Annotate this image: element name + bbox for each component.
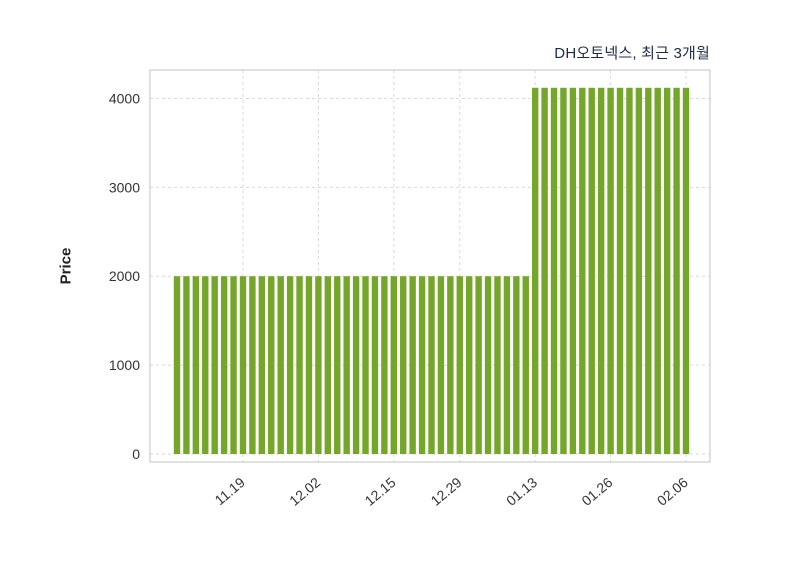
- bar: [277, 276, 284, 454]
- y-tick-label: 0: [132, 446, 140, 462]
- bar: [682, 87, 690, 455]
- bar: [569, 87, 577, 455]
- bar: [645, 87, 652, 455]
- bar: [334, 276, 341, 454]
- bar: [673, 87, 680, 455]
- bar: [239, 276, 247, 454]
- y-axis-label: Price: [57, 247, 75, 285]
- x-tick-label: 12.29: [428, 474, 465, 509]
- bar: [211, 276, 218, 454]
- bar: [597, 87, 605, 455]
- x-tick-label: 02.06: [654, 474, 691, 509]
- x-tick-label: 01.13: [503, 474, 540, 509]
- bar: [390, 276, 397, 454]
- bar: [475, 276, 482, 454]
- bar: [626, 87, 633, 455]
- bar: [183, 276, 190, 454]
- bar: [286, 276, 294, 454]
- y-tick-label: 2000: [109, 268, 140, 284]
- bar: [173, 276, 181, 454]
- bar: [343, 276, 350, 454]
- bar: [249, 276, 256, 454]
- bar: [268, 276, 275, 454]
- bar: [503, 276, 511, 454]
- bar: [513, 276, 520, 454]
- bar: [560, 87, 567, 455]
- y-tick-label: 1000: [109, 357, 140, 373]
- bar: [258, 276, 266, 454]
- bar: [324, 276, 332, 454]
- x-tick-label: 11.19: [212, 474, 248, 508]
- bar: [437, 276, 445, 454]
- y-tick-label: 4000: [109, 90, 140, 106]
- bar: [296, 276, 303, 454]
- bar: [202, 276, 209, 454]
- bar: [381, 276, 388, 454]
- bar: [579, 87, 586, 455]
- bar: [635, 87, 643, 455]
- bar: [230, 276, 237, 454]
- bar: [315, 276, 322, 454]
- bar: [541, 87, 548, 455]
- x-tick-label: 12.02: [286, 474, 323, 509]
- bar: [663, 87, 671, 455]
- bar: [607, 87, 614, 455]
- bar: [550, 87, 558, 455]
- bar: [654, 87, 661, 455]
- bar: [484, 276, 492, 454]
- bar: [371, 276, 379, 454]
- bar: [466, 276, 473, 454]
- x-tick-label: 12.15: [362, 474, 399, 509]
- bar: [418, 276, 426, 454]
- bar: [522, 276, 529, 454]
- bar: [456, 276, 463, 454]
- bar: [192, 276, 200, 454]
- chart-title: DH오토넥스, 최근 3개월: [554, 45, 710, 62]
- bar: [616, 87, 624, 455]
- bar: [305, 276, 313, 454]
- plot-border: [149, 69, 711, 463]
- bar: [531, 87, 539, 455]
- bar: [220, 276, 228, 454]
- bar: [352, 276, 360, 454]
- y-tick-label: 3000: [109, 179, 140, 195]
- bar: [588, 87, 595, 455]
- bar: [409, 276, 416, 454]
- bar: [494, 276, 501, 454]
- bar: [400, 276, 407, 454]
- bar: [447, 276, 454, 454]
- x-tick-label: 01.26: [578, 474, 615, 509]
- bar: [362, 276, 369, 454]
- bar: [428, 276, 435, 454]
